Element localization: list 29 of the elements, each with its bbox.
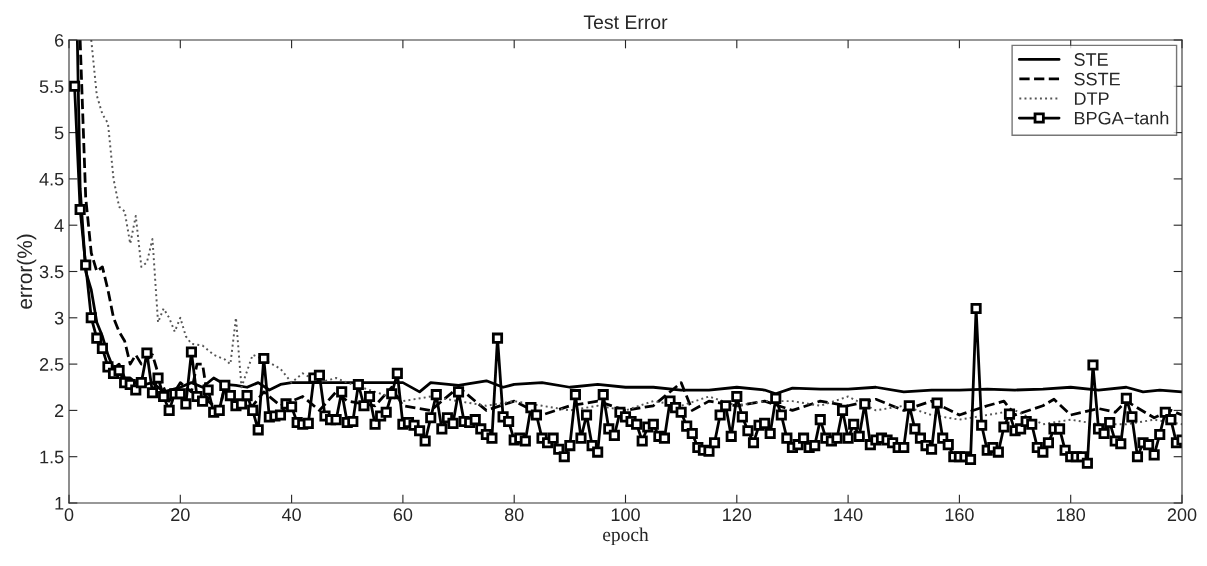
legend-label: DTP — [1074, 92, 1109, 105]
chart-title: Test Error — [583, 15, 668, 30]
x-tick-label: 200 — [1167, 508, 1197, 522]
x-tick-label: 20 — [171, 508, 190, 522]
x-tick-label: 180 — [1057, 508, 1086, 522]
legend-label: SSTE — [1074, 72, 1120, 86]
x-tick-label: 160 — [945, 508, 974, 522]
y-tick-label: 3 — [54, 311, 64, 325]
x-tick-label: 40 — [281, 508, 301, 522]
y-axis-title: error(%) — [16, 234, 37, 309]
x-tick-label: 120 — [723, 508, 752, 522]
y-tick-label: 4 — [54, 219, 64, 232]
x-tick-label: 0 — [64, 508, 74, 522]
y-tick-label: 5 — [54, 126, 64, 140]
x-tick-label: 80 — [504, 508, 524, 522]
y-tick-label: 3.5 — [39, 265, 64, 279]
legend-label: BPGA−tanh — [1074, 111, 1169, 125]
x-tick-label: 140 — [834, 508, 863, 522]
y-tick-label: 2 — [55, 404, 64, 417]
x-tick-label: 60 — [393, 508, 413, 522]
y-tick-label: 6 — [55, 33, 64, 47]
y-tick-label: 4.5 — [39, 173, 64, 186]
legend-label: STE — [1074, 53, 1108, 66]
y-tick-label: 1.5 — [40, 450, 64, 464]
y-tick-label: 1 — [55, 497, 64, 510]
y-tick-label: 2.5 — [39, 358, 64, 371]
y-tick-label: 5.5 — [39, 80, 64, 94]
x-axis-title: epoch — [603, 527, 649, 546]
x-tick-label: 100 — [611, 508, 640, 522]
